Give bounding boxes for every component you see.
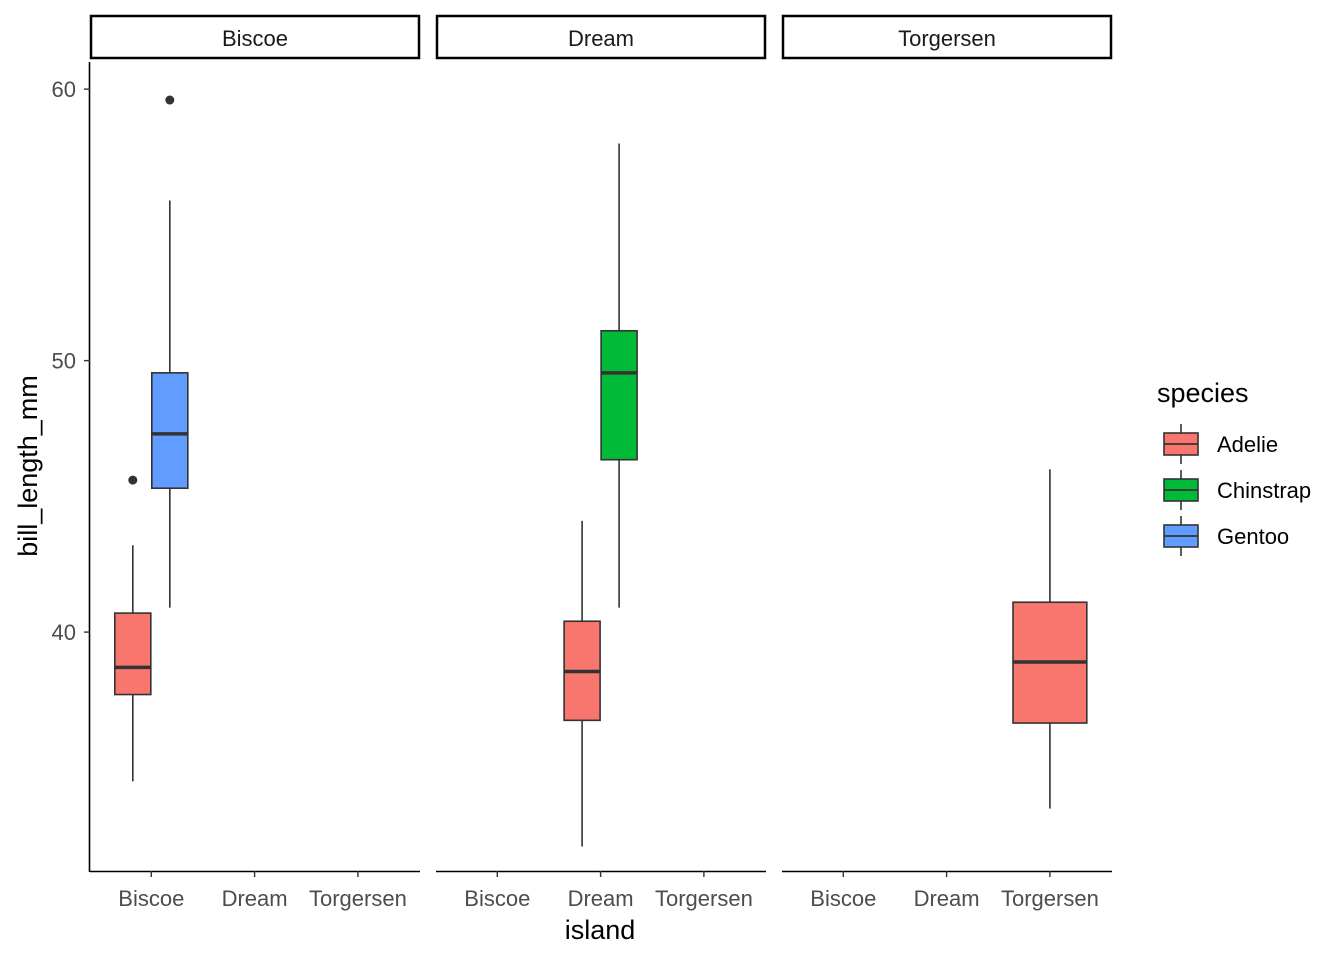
strip-label: Dream — [568, 26, 634, 51]
box-adelie-torgersen — [1012, 469, 1088, 809]
strip-label: Torgersen — [898, 26, 996, 51]
box-iqr — [114, 612, 152, 696]
facet-panel-dream: Dream Biscoe Dream Torgersen — [435, 14, 767, 911]
y-axis: 40 50 60 — [52, 62, 91, 872]
strip-box — [781, 14, 1113, 60]
x-tick-label: Biscoe — [464, 886, 530, 911]
legend-keys: Adelie Chinstrap Gentoo — [1163, 424, 1311, 556]
y-tick-label: 60 — [52, 77, 76, 102]
box-adelie-biscoe — [114, 475, 152, 782]
x-tick-label: Dream — [222, 886, 288, 911]
box-iqr — [600, 329, 638, 461]
y-tick-label: 40 — [52, 620, 76, 645]
x-tick-label: Dream — [568, 886, 634, 911]
facet-panel-torgersen: Torgersen Biscoe Dream Torgersen — [781, 14, 1113, 911]
legend-label: Chinstrap — [1217, 478, 1311, 503]
legend-label: Gentoo — [1217, 524, 1289, 549]
x-tick-label: Torgersen — [655, 886, 753, 911]
x-tick-label: Biscoe — [118, 886, 184, 911]
legend-key-gentoo: Gentoo — [1163, 516, 1289, 556]
legend-title: species — [1157, 378, 1249, 408]
legend-key-adelie: Adelie — [1163, 424, 1278, 464]
x-axis-title: island — [565, 915, 636, 945]
strip-box — [89, 14, 421, 60]
legend-label: Adelie — [1217, 432, 1278, 457]
strip-label: Biscoe — [222, 26, 288, 51]
outlier-point — [165, 95, 175, 105]
x-tick-label: Biscoe — [810, 886, 876, 911]
strip-box — [435, 14, 767, 60]
box-iqr — [151, 372, 189, 490]
box-adelie-dream — [563, 520, 601, 847]
y-axis-title: bill_length_mm — [13, 375, 43, 557]
outlier-point — [128, 475, 138, 485]
facet-panel-biscoe: Biscoe Biscoe Dream Torgersen — [89, 14, 421, 911]
x-tick-label: Torgersen — [309, 886, 407, 911]
legend-key-chinstrap: Chinstrap — [1163, 470, 1311, 510]
x-tick-label: Dream — [914, 886, 980, 911]
x-tick-label: Torgersen — [1001, 886, 1099, 911]
legend: species Adelie Chinstrap Gentoo — [1157, 378, 1311, 556]
box-chinstrap-dream — [600, 143, 638, 608]
box-gentoo-biscoe — [151, 95, 189, 608]
y-tick-label: 50 — [52, 349, 76, 374]
